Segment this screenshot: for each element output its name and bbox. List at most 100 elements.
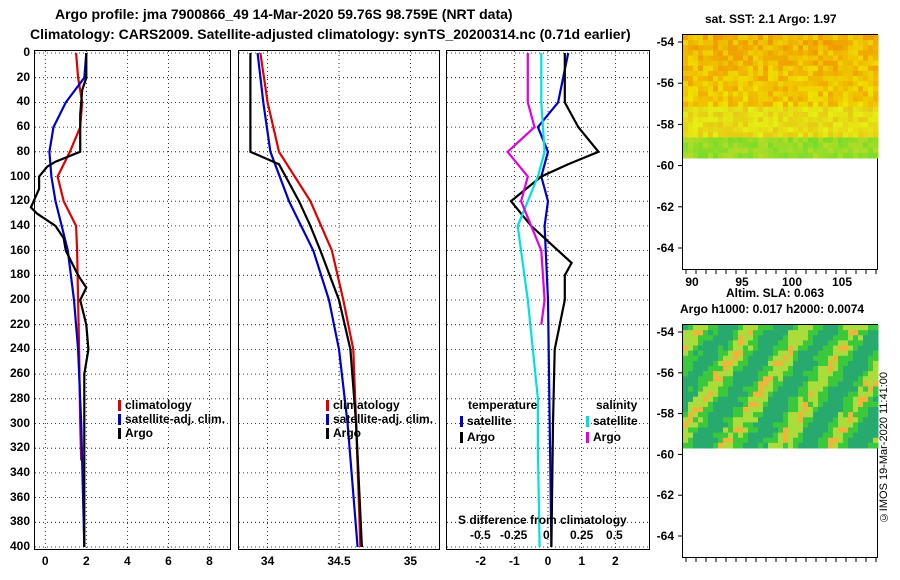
sla-cell [748, 407, 754, 413]
sst-cell [868, 81, 874, 87]
temperature-xtick: 6 [165, 554, 172, 568]
sst-cell [708, 142, 714, 149]
sst-cell [718, 132, 724, 138]
depth-tick: 260 [9, 366, 30, 381]
sla-cell [713, 391, 719, 398]
sst-cell [758, 127, 764, 133]
sst-cell [828, 76, 834, 82]
sla-cell [723, 417, 729, 423]
sla-cell [863, 340, 869, 346]
salinity-xtick: 35 [404, 554, 418, 568]
sla-cell [713, 437, 719, 444]
sla-cell [873, 386, 879, 393]
sst-cell [693, 35, 699, 41]
sla-cell [868, 340, 874, 346]
sla-cell [833, 371, 839, 377]
sla-cell [793, 432, 799, 439]
sst-cell [763, 137, 769, 144]
sla-cell [708, 396, 714, 403]
sst-cell [773, 45, 779, 51]
sla-cell [698, 401, 704, 408]
sst-cell [753, 60, 759, 67]
sla-cell [763, 417, 769, 423]
sst-cell [818, 147, 824, 154]
sla-cell [843, 391, 849, 398]
sla-cell [768, 345, 774, 352]
sst-cell [848, 137, 854, 144]
sla-cell [688, 335, 694, 341]
sst-cell [838, 96, 844, 103]
sst-cell [753, 106, 759, 113]
sla-cell [733, 437, 739, 444]
sst-cell [808, 152, 814, 159]
sla-cell [758, 366, 764, 372]
sst-cell [683, 132, 689, 138]
sla-cell [823, 360, 829, 367]
sst-cell [688, 96, 694, 103]
sst-cell [683, 127, 689, 133]
sla-cell [828, 381, 834, 387]
sla-cell [713, 412, 719, 418]
sst-cell [803, 142, 809, 149]
sla-cell [713, 360, 719, 367]
sla-cell [773, 401, 779, 408]
sst-cell [773, 40, 779, 46]
title-line-1: Argo profile: jma 7900866_49 14-Mar-2020… [55, 6, 513, 22]
sla-cell [803, 412, 809, 418]
sla-cell [793, 371, 799, 377]
sst-cell [733, 65, 739, 72]
sla-cell [783, 396, 789, 403]
sst-cell [848, 122, 854, 128]
sla-cell [818, 412, 824, 418]
sla-cell [818, 391, 824, 398]
sla-cell [798, 417, 804, 423]
sst-cell [743, 50, 749, 56]
sla-cell [693, 427, 699, 434]
sst-cell [858, 50, 864, 56]
sla-cell [748, 396, 754, 403]
sla-cell [853, 345, 859, 352]
sla-cell [718, 437, 724, 444]
sla-cell [773, 381, 779, 387]
sla-cell [788, 371, 794, 377]
sla-cell [723, 335, 729, 341]
sla-cell [808, 325, 814, 331]
sst-cell [693, 65, 699, 72]
sst-cell [733, 96, 739, 103]
sst-cell [748, 65, 754, 72]
sst-cell [733, 117, 739, 123]
sst-cell [693, 50, 699, 56]
sst-cell [773, 76, 779, 82]
sla-cell [873, 350, 879, 357]
sst-cell [828, 65, 834, 72]
sst-cell [783, 81, 789, 87]
sla-cell [873, 427, 879, 434]
sst-cell [713, 147, 719, 154]
sla-cell [848, 391, 854, 398]
salinity-legend: climatology satellite-adj. clim. Argo [326, 398, 433, 440]
sst-cell [863, 152, 869, 159]
sst-cell [768, 76, 774, 82]
sla-cell [818, 407, 824, 413]
sst-cell [823, 76, 829, 82]
sla-cell [698, 422, 704, 428]
sst-cell [748, 122, 754, 128]
sst-cell [868, 117, 874, 123]
sla-cell [858, 391, 864, 398]
sla-cell [723, 355, 729, 362]
sla-cell [723, 391, 729, 398]
sst-cell [823, 96, 829, 103]
sst-cell [788, 152, 794, 159]
sst-cell [753, 152, 759, 159]
sst-cell [708, 81, 714, 87]
sst-cell [813, 35, 819, 41]
sla-cell [738, 366, 744, 372]
sla-cell [748, 432, 754, 439]
sla-cell [813, 422, 819, 428]
sla-cell [868, 330, 874, 336]
sla-cell [848, 437, 854, 444]
sla-cell [763, 360, 769, 367]
sst-cell [713, 101, 719, 108]
sst-cell [843, 55, 849, 62]
sst-cell [853, 152, 859, 159]
